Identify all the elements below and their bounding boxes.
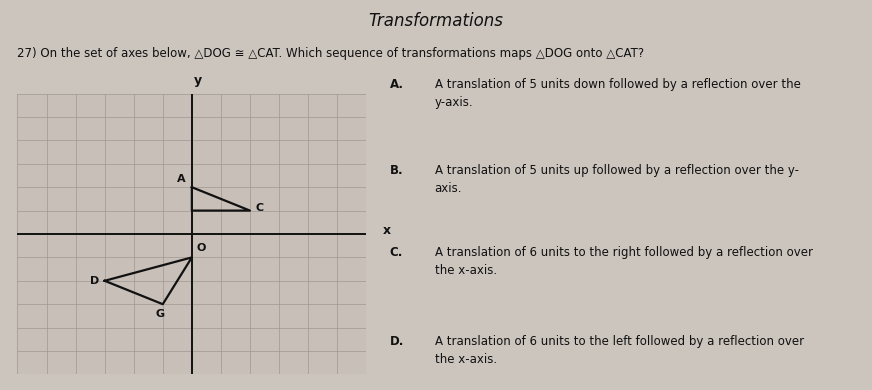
Text: B.: B. bbox=[390, 164, 404, 177]
Text: D: D bbox=[90, 276, 99, 286]
Text: 27) On the set of axes below, △DOG ≅ △CAT. Which sequence of transformations map: 27) On the set of axes below, △DOG ≅ △CA… bbox=[17, 47, 644, 60]
Text: Transformations: Transformations bbox=[369, 12, 503, 30]
Text: A translation of 5 units up followed by a reflection over the y-
axis.: A translation of 5 units up followed by … bbox=[434, 164, 799, 195]
Text: C.: C. bbox=[390, 246, 403, 259]
Text: A translation of 5 units down followed by a reflection over the
y-axis.: A translation of 5 units down followed b… bbox=[434, 78, 800, 109]
Text: y: y bbox=[194, 74, 201, 87]
Text: O: O bbox=[196, 243, 206, 253]
Text: C: C bbox=[255, 203, 264, 213]
Text: A translation of 6 units to the left followed by a reflection over
the x-axis.: A translation of 6 units to the left fol… bbox=[434, 335, 804, 366]
Text: D.: D. bbox=[390, 335, 405, 348]
Text: A.: A. bbox=[390, 78, 404, 91]
Text: G: G bbox=[155, 309, 165, 319]
Text: x: x bbox=[383, 224, 391, 237]
Text: A: A bbox=[177, 174, 186, 184]
Text: A translation of 6 units to the right followed by a reflection over
the x-axis.: A translation of 6 units to the right fo… bbox=[434, 246, 813, 277]
